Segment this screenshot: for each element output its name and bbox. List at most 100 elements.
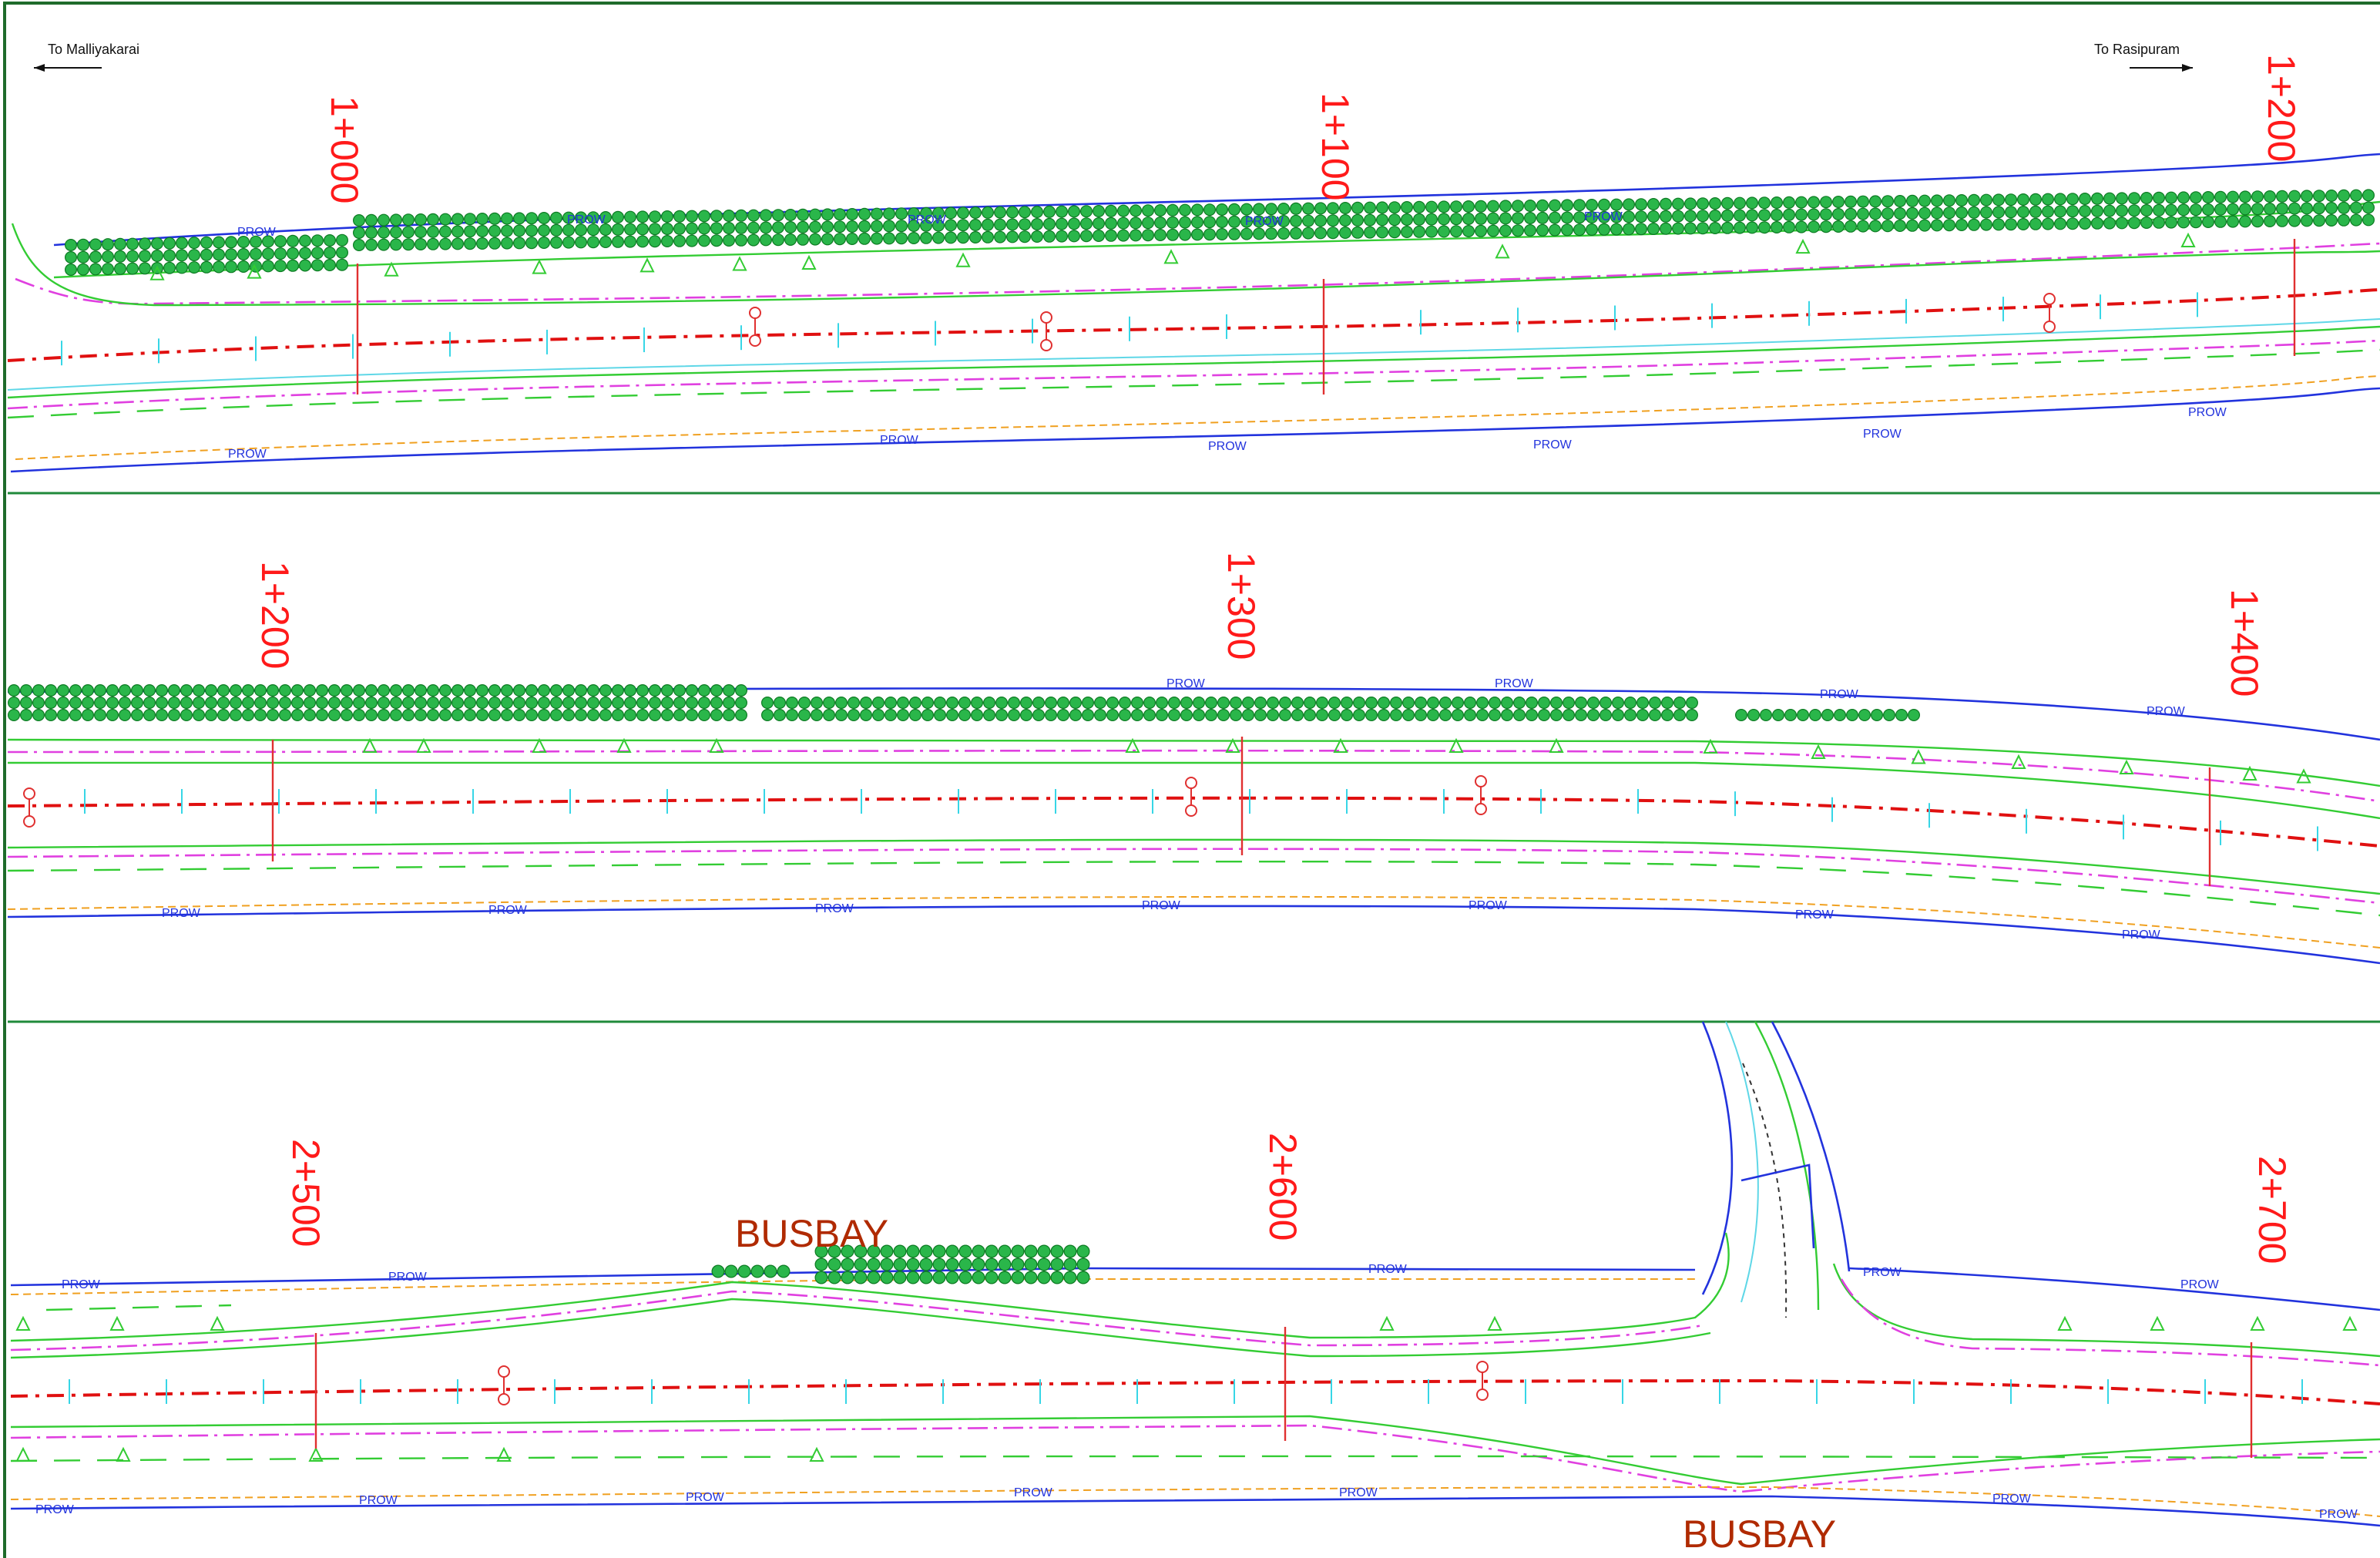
- tree-icon: [1095, 710, 1106, 721]
- tree-icon: [2166, 192, 2177, 203]
- tree-icon: [2326, 203, 2338, 214]
- tree-icon: [723, 710, 735, 721]
- tree-icon: [1463, 201, 1475, 213]
- tree-icon: [1932, 220, 1943, 231]
- shrub-icon: [2151, 1318, 2163, 1330]
- tree-icon: [551, 237, 562, 248]
- tree-icon: [1475, 200, 1487, 212]
- verge-dash-bottom: [8, 861, 2380, 915]
- tree-icon: [33, 697, 45, 709]
- tree-icon: [2277, 203, 2288, 214]
- tree-icon: [1291, 203, 1302, 214]
- prow-label: PROW: [1795, 908, 1835, 922]
- tree-icon: [1377, 227, 1388, 238]
- tree-icon: [1821, 221, 1832, 233]
- tree-icon: [1243, 710, 1254, 721]
- tree-icon: [2190, 204, 2202, 216]
- tree-icon: [489, 685, 501, 697]
- tree-icon: [1032, 219, 1043, 230]
- tree-icon: [970, 220, 982, 231]
- tree-icon: [859, 220, 871, 232]
- tree-icon: [1025, 1271, 1037, 1284]
- tree-icon: [600, 697, 612, 709]
- tree-icon: [1993, 219, 2005, 230]
- tree-icon: [2043, 206, 2054, 217]
- tree-icon: [933, 1258, 945, 1271]
- tree-icon: [2153, 217, 2165, 228]
- tree-icon: [861, 710, 872, 721]
- tree-icon: [324, 260, 336, 271]
- tree-icon: [1329, 710, 1341, 721]
- tree-icon: [189, 250, 200, 261]
- tree-icon: [958, 232, 969, 243]
- prow-label: PROW: [1992, 1493, 2032, 1506]
- verge-dash-bottom: [8, 350, 2380, 418]
- tree-icon: [206, 697, 217, 709]
- tree-icon: [1512, 213, 1524, 224]
- tree-icon: [774, 710, 786, 721]
- prow-label: PROW: [1820, 688, 1859, 701]
- tree-icon: [304, 685, 316, 697]
- tree-icon: [1845, 196, 1857, 207]
- tree-icon: [1118, 205, 1130, 217]
- direction-right: To Rasipuram: [2094, 42, 2193, 72]
- tree-icon: [2338, 214, 2350, 226]
- prow-label: PROW: [567, 213, 606, 227]
- tree-icon: [625, 236, 636, 247]
- tree-icon: [1650, 710, 1661, 721]
- tree-icon: [324, 247, 336, 259]
- tree-icon: [1093, 206, 1105, 217]
- tree-icon: [2116, 217, 2128, 229]
- tree-icon: [576, 710, 587, 721]
- tree-icon: [452, 697, 464, 709]
- prow-label: PROW: [1167, 677, 1206, 690]
- tree-icon: [45, 697, 57, 709]
- tree-icon: [748, 210, 760, 221]
- shrub-icon: [17, 1318, 29, 1330]
- tree-icon: [1217, 204, 1228, 216]
- tree-icon: [263, 260, 274, 272]
- tree-icon: [2129, 217, 2140, 229]
- tree-icon: [1697, 198, 1709, 210]
- tree-row-panel-1: [65, 190, 2375, 275]
- tree-icon: [982, 207, 994, 218]
- tree-icon: [2092, 193, 2103, 204]
- tree-icon: [933, 1245, 945, 1257]
- tree-icon: [810, 221, 821, 233]
- tree-icon: [898, 710, 909, 721]
- tree-icon: [711, 710, 723, 721]
- tree-icon: [1660, 210, 1672, 222]
- tree-icon: [686, 235, 698, 247]
- tree-icon: [723, 685, 735, 697]
- tree-icon: [1525, 200, 1536, 212]
- tree-icon: [280, 697, 291, 709]
- tree-icon: [1907, 195, 1918, 207]
- tree-icon: [415, 685, 427, 697]
- tree-icon: [946, 1271, 958, 1284]
- tree-icon: [1673, 223, 1684, 234]
- tree-icon: [762, 697, 774, 709]
- prow-line-bottom-2: [11, 388, 2380, 472]
- tree-icon: [1204, 204, 1216, 216]
- tree-icon: [946, 1258, 958, 1271]
- tree-icon: [176, 237, 188, 249]
- tree-icon: [1761, 710, 1772, 721]
- median-marking-top: [15, 243, 2380, 304]
- tree-icon: [391, 227, 402, 238]
- prow-label: PROW: [228, 448, 267, 461]
- tree-icon: [1007, 207, 1019, 218]
- tree-icon: [1465, 710, 1476, 721]
- tree-icon: [2055, 218, 2066, 230]
- tree-icon: [403, 697, 415, 709]
- tree-icon: [193, 697, 205, 709]
- tree-icon: [465, 213, 476, 225]
- tree-icon: [910, 710, 921, 721]
- tree-icon: [2326, 190, 2338, 202]
- tree-icon: [810, 209, 821, 220]
- tree-icon: [613, 236, 624, 247]
- tree-icon: [1845, 220, 1857, 232]
- tree-icon: [662, 710, 673, 721]
- tree-icon: [2030, 218, 2042, 230]
- tree-icon: [881, 1271, 893, 1284]
- tree-icon: [907, 1258, 919, 1271]
